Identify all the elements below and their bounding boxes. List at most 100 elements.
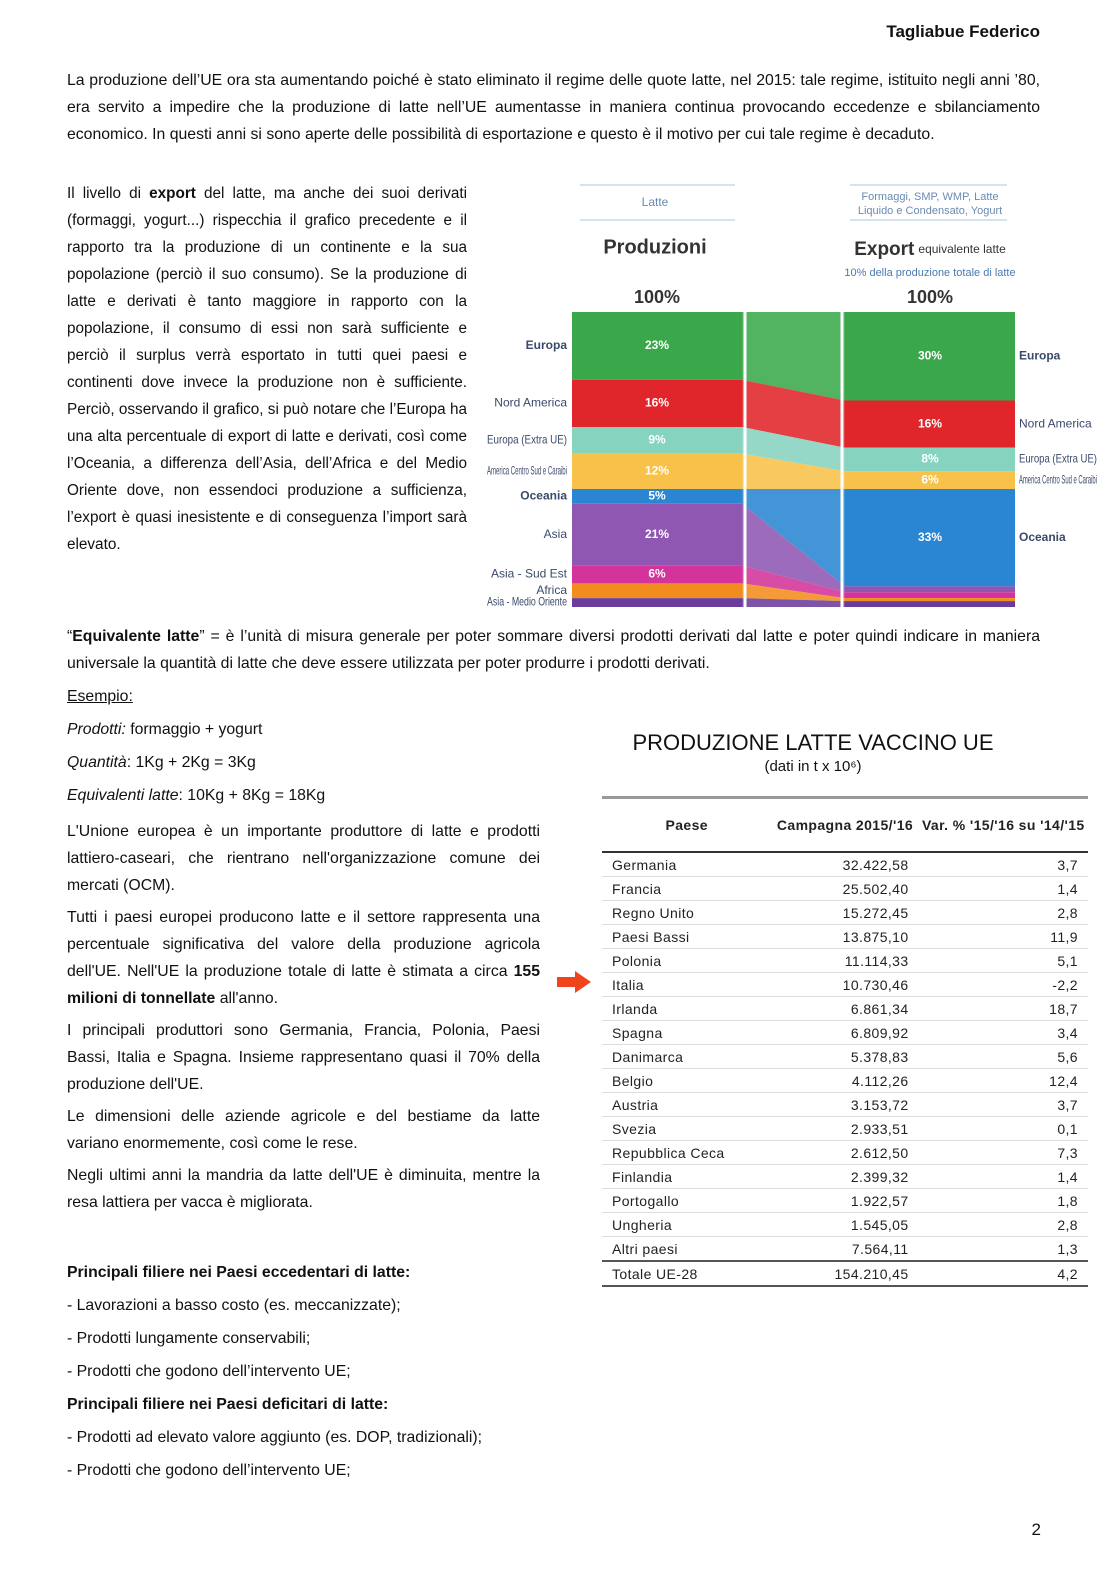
cell-country: Francia [602, 876, 772, 901]
bar-segment [572, 312, 742, 380]
example-label: Equivalenti latte [67, 787, 179, 804]
list-item: - Prodotti che godono dell’intervento UE… [67, 1363, 351, 1380]
table-row: Altri paesi 7.564,11 1,3 [602, 1236, 1088, 1262]
cell-number: 1.545,05 [771, 1212, 919, 1237]
table-row: Belgio 4.112,26 12,4 [602, 1068, 1088, 1093]
cell-number: 154.210,45 [771, 1260, 919, 1287]
cell-country: Altri paesi [602, 1236, 772, 1262]
text: Negli ultimi anni la mandria da latte de… [67, 1167, 540, 1211]
cell-country: Paesi Bassi [602, 924, 772, 949]
example-title: Esempio: [67, 688, 133, 705]
table-row: Francia 25.502,40 1,4 [602, 876, 1088, 901]
bar-segment [845, 471, 1015, 489]
column-header: Paese [602, 796, 772, 853]
bar-segment [572, 598, 742, 607]
table-row: Ungheria 1.545,05 2,8 [602, 1212, 1088, 1237]
bar-segment [845, 598, 1015, 602]
value-label: 12% [645, 463, 669, 477]
cell-number: 25.502,40 [771, 876, 919, 901]
cell-country: Irlanda [602, 996, 772, 1021]
value-label: 16% [645, 396, 669, 410]
bar-segment [572, 489, 742, 504]
table-subtitle: (dati in t x 10⁶) [764, 758, 862, 775]
table-row: Svezia 2.933,51 0,1 [602, 1116, 1088, 1141]
cell-country: Germania [602, 852, 772, 877]
example-label: Prodotti: [67, 721, 126, 738]
list-item: - Prodotti lungamente conservabili; [67, 1330, 311, 1347]
text: L'Unione europea è un importante produtt… [67, 823, 540, 894]
series-label: Asia - Sud Est [491, 567, 568, 581]
cell-number: 5.378,83 [771, 1044, 919, 1069]
page-number: 2 [1031, 1520, 1041, 1539]
paragraph: I principali produttori sono Germania, F… [67, 1017, 540, 1098]
flow [742, 503, 845, 593]
table-row: Spagna 6.809,92 3,4 [602, 1020, 1088, 1045]
text: Tutti i paesi europei producono latte e … [67, 909, 540, 980]
flow [742, 565, 845, 599]
bar-segment [572, 453, 742, 489]
series-label: Oceania [520, 489, 567, 503]
export-paragraph: Il livello di export del latte, ma anche… [67, 180, 467, 558]
cell-number: 3,7 [918, 1092, 1088, 1117]
cell-number: 2,8 [918, 1212, 1088, 1237]
text: Il livello di [67, 185, 150, 202]
bar-segment [572, 427, 742, 454]
cell-number: 2.612,50 [771, 1140, 919, 1165]
bold-text: export [149, 185, 196, 202]
paragraphs: L'Unione europea è un importante produtt… [67, 818, 540, 1221]
cell-number: 5,1 [918, 948, 1088, 973]
arrow [557, 971, 591, 993]
cell-number: 15.272,45 [771, 900, 919, 925]
flows [742, 312, 845, 607]
table-row: Italia 10.730,46 -2,2 [602, 972, 1088, 997]
total-label: 100% [634, 287, 680, 307]
example-line: Quantità: 1Kg + 2Kg = 3Kg [67, 746, 256, 779]
table-row: Regno Unito 15.272,45 2,8 [602, 900, 1088, 925]
flow [742, 583, 845, 602]
cell-country: Polonia [602, 948, 772, 973]
list-heading: Principali filiere nei Paesi eccedentari… [67, 1264, 411, 1281]
cell-country: Regno Unito [602, 900, 772, 925]
cell-number: 3,4 [918, 1020, 1088, 1045]
value-label: 30% [918, 348, 942, 362]
value-label: 9% [648, 432, 666, 446]
bar-segment [845, 489, 1015, 587]
cell-number: 4.112,26 [771, 1068, 919, 1093]
cell-number: 12,4 [918, 1068, 1088, 1093]
value-label: 23% [645, 338, 669, 352]
flow [742, 598, 845, 607]
category-title: Export [854, 239, 915, 260]
table-row: Danimarca 5.378,83 5,6 [602, 1044, 1088, 1069]
category-title: Export equivalente latte [854, 239, 1006, 260]
flow [742, 453, 845, 489]
column-header: Campagna 2015/'16 [771, 796, 919, 853]
chart-header: Latte [642, 195, 669, 209]
value-label: 6% [648, 567, 666, 581]
definition: “Equivalente latte” = è l’unità di misur… [67, 623, 1040, 677]
cell-country: Totale UE-28 [602, 1260, 772, 1287]
text: del latte, ma anche dei suoi derivati (f… [67, 185, 467, 553]
chart-header: Formaggi, SMP, WMP, Latte [861, 191, 998, 203]
cell-number: 2.933,51 [771, 1116, 919, 1141]
cell-country: Ungheria [602, 1212, 772, 1237]
value-label: 21% [645, 527, 669, 541]
flow [742, 427, 845, 472]
cell-number: 2,8 [918, 900, 1088, 925]
cell-number: 7.564,11 [771, 1236, 919, 1262]
list-item: - Prodotti ad elevato valore aggiunto (e… [67, 1429, 483, 1446]
series-label: Europa [1019, 348, 1061, 362]
cell-country: Austria [602, 1092, 772, 1117]
example-label: Quantità [67, 754, 127, 771]
value-label: 6% [921, 472, 939, 486]
series-label: Nord America [494, 396, 567, 410]
text: all'anno. [215, 990, 279, 1007]
cell-number: 4,2 [918, 1260, 1088, 1287]
flow [742, 312, 845, 401]
export-note: 10% della produzione totale di latte [844, 267, 1015, 279]
value-label: 8% [921, 452, 939, 466]
chart-header: Liquido e Condensato, Yogurt [858, 205, 1002, 217]
series-label: Asia [544, 527, 568, 541]
series-label: Europa (Extra UE) [487, 432, 567, 446]
cell-number: 13.875,10 [771, 924, 919, 949]
